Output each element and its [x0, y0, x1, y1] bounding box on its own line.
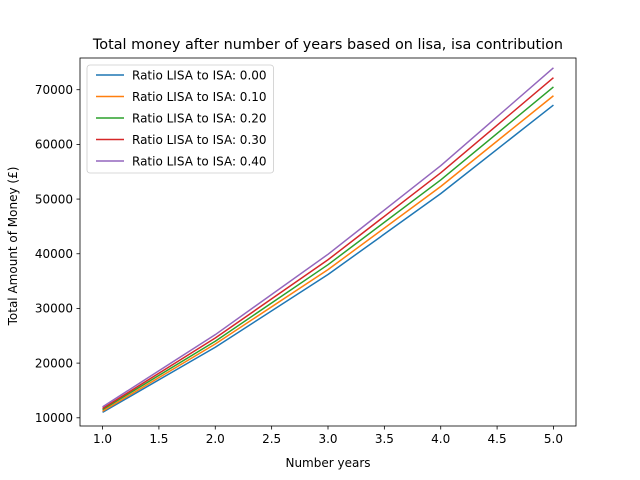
- x-tick-label: 3.5: [375, 432, 394, 446]
- x-tick-label: 4.5: [488, 432, 507, 446]
- y-tick-label: 30000: [35, 302, 73, 316]
- y-tick-label: 20000: [35, 356, 73, 370]
- legend-label-2: Ratio LISA to ISA: 0.20: [132, 111, 267, 125]
- legend: Ratio LISA to ISA: 0.00 Ratio LISA to ISA…: [86, 64, 274, 174]
- series-line-0: [102, 104, 554, 413]
- legend-label-4: Ratio LISA to ISA: 0.40: [132, 154, 267, 168]
- legend-label-1: Ratio LISA to ISA: 0.10: [132, 90, 267, 104]
- plot-area: 1.0 1.5 2.0 2.5 3.0 3.5 4.0 4.5 5.0 10000 20000 300…: [35, 57, 577, 446]
- x-tick-label: 3.0: [318, 432, 337, 446]
- x-tick-label: 5.0: [544, 432, 563, 446]
- series-line-3: [102, 77, 554, 410]
- x-tick-label: 4.0: [431, 432, 450, 446]
- x-tick-label: 1.0: [93, 432, 112, 446]
- x-tick-label: 2.0: [206, 432, 225, 446]
- x-axis-label: Number years: [285, 456, 370, 470]
- series-line-4: [102, 67, 554, 408]
- y-axis-label: Total Amount of Money (£): [6, 167, 20, 327]
- legend-label-3: Ratio LISA to ISA: 0.30: [132, 133, 267, 147]
- legend-box: [86, 64, 274, 174]
- y-tick-label: 50000: [35, 192, 73, 206]
- series-line-2: [102, 86, 554, 411]
- y-tick-label: 70000: [35, 83, 73, 97]
- y-tick-label: 60000: [35, 138, 73, 152]
- x-tick-label: 1.5: [149, 432, 168, 446]
- y-tick-label: 10000: [35, 411, 73, 425]
- y-tick-label: 40000: [35, 247, 73, 261]
- series-line-1: [102, 95, 554, 412]
- chart-title: Total money after number of years based …: [92, 37, 563, 53]
- legend-label-0: Ratio LISA to ISA: 0.00: [132, 68, 267, 82]
- x-tick-label: 2.5: [262, 432, 281, 446]
